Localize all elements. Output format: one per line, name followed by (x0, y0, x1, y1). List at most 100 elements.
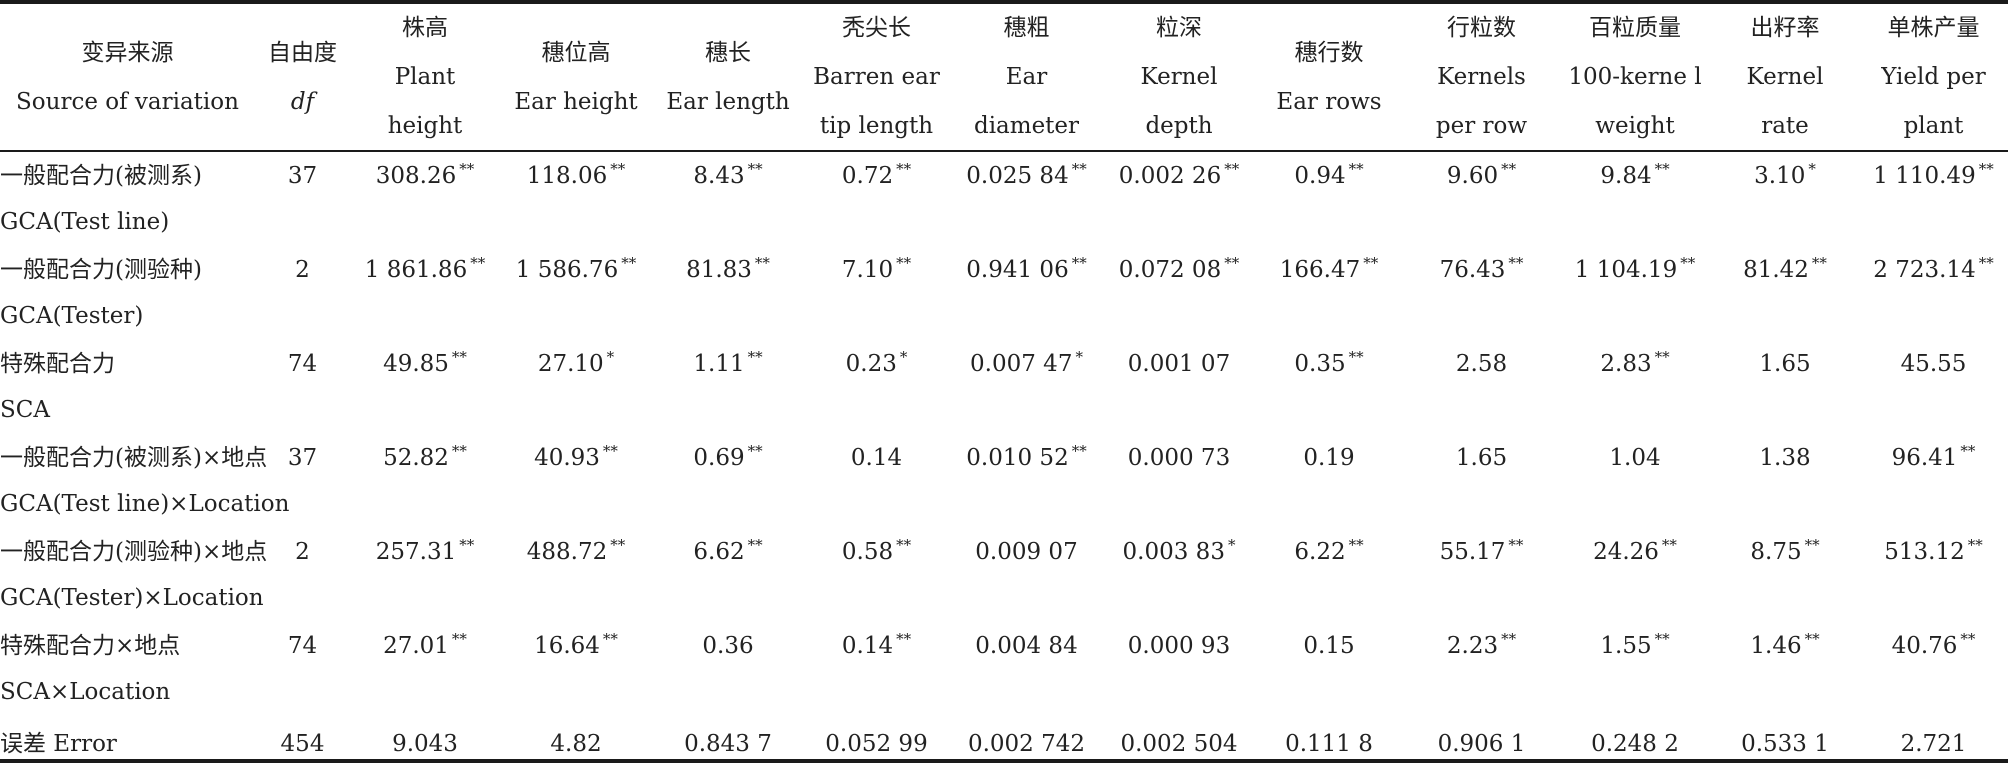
column-header-zh: 粒深 (1156, 15, 1202, 41)
column-header: 株高 Plant height (350, 4, 500, 151)
cell-value: 0.002 742 (967, 731, 1086, 757)
column-header: 行粒数 Kernels per row (1404, 4, 1559, 151)
cell-value: 0.533 1 (1741, 731, 1829, 757)
row-label-en: GCA(Test line)×Location (0, 491, 290, 517)
table-body: 一般配合力(被测系) GCA(Test line) 37 308.26 ** 118.06… (0, 151, 2008, 775)
significance-marker: ** (747, 536, 763, 555)
cell-value: 76.43 (1439, 257, 1506, 283)
value-cell: 96.41 ** (1859, 433, 2008, 527)
table-row: 一般配合力(被测系)×地点 GCA(Test line)×Location 37 52… (0, 433, 2008, 527)
value-cell: 0.906 1 (1404, 715, 1559, 775)
df-cell: 37 (287, 445, 318, 471)
significance-marker: ** (1224, 160, 1240, 179)
header-row: 变异来源 Source of variation 自由度 df 株高 Plant heigh… (0, 4, 2008, 151)
cell-value: 0.72 (841, 163, 894, 189)
value-cell: 9.60 ** (1404, 151, 1559, 245)
significance-marker: * (1808, 160, 1816, 179)
column-header-en: df (290, 88, 315, 115)
value-cell: 40.76 ** (1859, 621, 2008, 715)
cell-value: 8.75 (1750, 539, 1802, 565)
cell-value: 0.052 99 (825, 731, 928, 757)
table-row: 特殊配合力×地点 SCA×Location 74 27.01 ** 16.64 ** 0.36… (0, 621, 2008, 715)
value-cell: 0.002 504 (1104, 715, 1254, 775)
value-cell: 0.002 26 ** (1104, 151, 1254, 245)
cell-value: 0.906 1 (1437, 731, 1526, 757)
cell-value: 0.35 (1294, 351, 1346, 377)
column-header-en: Kernel (1746, 64, 1824, 90)
row-label: 一般配合力(测验种) GCA(Tester) (0, 245, 255, 339)
column-header-en: depth (1145, 113, 1213, 139)
column-header-en: Ear (1005, 64, 1048, 90)
column-header-zh: 自由度 (268, 39, 337, 66)
significance-marker: ** (602, 630, 618, 649)
value-cell: 0.052 99 (804, 715, 949, 775)
cell-value: 0.111 8 (1285, 731, 1373, 757)
column-header-en: Barren ear (813, 64, 940, 90)
cell-value: 0.15 (1303, 633, 1355, 659)
value-cell: 2 723.14 ** (1859, 245, 2008, 339)
column-header-zh: 穗行数 (1294, 39, 1364, 66)
significance-marker: ** (896, 254, 912, 273)
significance-marker: ** (747, 160, 763, 179)
significance-marker: ** (1508, 536, 1524, 555)
value-cell: 0.14 (804, 433, 949, 527)
cell-value: 8.43 (693, 163, 745, 189)
value-cell: 6.22 ** (1254, 527, 1404, 621)
cell-value: 0.69 (693, 445, 745, 471)
cell-value: 0.025 84 (966, 163, 1069, 189)
column-header-en: plant (1903, 113, 1964, 139)
cell-value: 24.26 (1593, 539, 1659, 565)
column-header-en: Kernels (1437, 64, 1526, 90)
value-cell: 7.10 ** (804, 245, 949, 339)
cell-value: 0.843 7 (684, 731, 772, 757)
significance-marker: * (606, 348, 615, 367)
significance-marker: ** (1348, 348, 1364, 367)
column-header-en: Yield per (1881, 64, 1986, 90)
cell-value: 0.072 08 (1118, 257, 1222, 283)
row-label-zh: 一般配合力(被测系) (0, 163, 202, 189)
significance-marker: ** (1348, 160, 1364, 179)
significance-marker: ** (1501, 160, 1517, 179)
cell-value: 0.19 (1303, 445, 1355, 471)
cell-value: 0.010 52 (966, 445, 1069, 471)
value-cell: 0.248 2 (1559, 715, 1711, 775)
table-header: 变异来源 Source of variation 自由度 df 株高 Plant heigh… (0, 4, 2008, 151)
column-header-zh: 出籽率 (1750, 15, 1820, 41)
cell-value: 0.002 504 (1120, 731, 1238, 757)
value-cell: 257.31 ** (350, 527, 500, 621)
column-header-en: diameter (973, 113, 1080, 139)
column-header-en: Ear length (666, 88, 790, 115)
value-cell: 0.15 (1254, 621, 1404, 715)
cell-value: 1.65 (1455, 445, 1508, 471)
significance-marker: ** (610, 160, 626, 179)
cell-value: 27.10 (537, 351, 604, 377)
value-cell: 1 861.86 ** (350, 245, 500, 339)
value-cell: 1.38 (1711, 433, 1859, 527)
column-header-zh: 行粒数 (1447, 15, 1516, 41)
value-cell: 0.14 ** (804, 621, 949, 715)
cell-value: 1.46 (1750, 633, 1802, 659)
value-cell: 1 104.19 ** (1559, 245, 1711, 339)
cell-value: 52.82 (383, 445, 449, 471)
column-header-en: height (387, 113, 463, 139)
df-cell: 2 (295, 257, 310, 283)
cell-value: 488.72 (526, 539, 608, 565)
header-bottom-rule (0, 150, 2008, 152)
value-cell: 0.94 ** (1254, 151, 1404, 245)
cell-value: 3.10 (1754, 163, 1806, 189)
cell-value: 81.83 (686, 257, 752, 283)
value-cell: 2.23 ** (1404, 621, 1559, 715)
significance-marker: ** (451, 630, 467, 649)
significance-marker: ** (602, 442, 618, 461)
cell-value: 9.84 (1600, 163, 1652, 189)
significance-marker: ** (1804, 630, 1820, 649)
column-header-en: Ear rows (1276, 88, 1382, 115)
value-cell: 4.82 (500, 715, 652, 775)
value-cell: 6.62 ** (652, 527, 804, 621)
anova-table: 变异来源 Source of variation 自由度 df 株高 Plant heigh… (0, 4, 2008, 775)
significance-marker: ** (1978, 254, 1994, 273)
value-cell: 0.001 07 (1104, 339, 1254, 433)
value-cell: 1.11 ** (652, 339, 804, 433)
significance-marker: ** (1071, 254, 1087, 273)
value-cell: 0.000 73 (1104, 433, 1254, 527)
